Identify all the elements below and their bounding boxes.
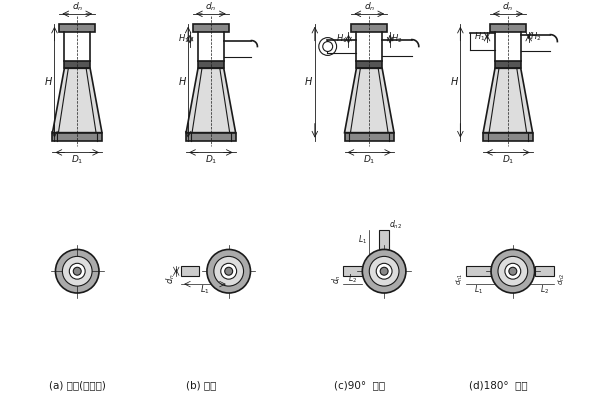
Circle shape xyxy=(207,250,250,293)
Text: $D_1$: $D_1$ xyxy=(363,153,375,165)
Circle shape xyxy=(55,250,99,293)
Bar xyxy=(343,266,362,276)
Bar xyxy=(193,24,229,32)
Circle shape xyxy=(362,250,406,293)
Text: $H_1$: $H_1$ xyxy=(178,33,190,45)
Text: $L_1$: $L_1$ xyxy=(200,284,210,296)
Text: $L_1$: $L_1$ xyxy=(358,233,367,246)
Polygon shape xyxy=(344,68,394,132)
Bar xyxy=(64,61,90,68)
Circle shape xyxy=(221,263,237,279)
Text: $H_1$: $H_1$ xyxy=(336,33,347,45)
Bar xyxy=(186,132,235,141)
Bar xyxy=(535,266,554,276)
Text: $H_2$: $H_2$ xyxy=(391,33,403,45)
Bar xyxy=(379,230,389,250)
Text: H: H xyxy=(45,77,52,87)
Bar xyxy=(490,24,526,32)
Text: $D_1$: $D_1$ xyxy=(71,153,83,165)
Text: $D_1$: $D_1$ xyxy=(204,153,217,165)
Circle shape xyxy=(73,267,81,275)
Circle shape xyxy=(380,267,388,275)
Circle shape xyxy=(63,256,92,286)
Polygon shape xyxy=(483,68,533,132)
Bar xyxy=(60,24,95,32)
Text: $L_2$: $L_2$ xyxy=(348,273,357,285)
Bar xyxy=(52,132,102,141)
Text: $d_n$: $d_n$ xyxy=(72,1,83,13)
Text: H: H xyxy=(451,77,458,87)
Bar xyxy=(181,266,199,276)
Circle shape xyxy=(376,263,392,279)
Circle shape xyxy=(491,250,535,293)
Circle shape xyxy=(69,263,85,279)
Text: (c)90°  四通: (c)90° 四通 xyxy=(334,380,385,390)
Text: $d_n$: $d_n$ xyxy=(330,274,343,284)
Text: $d_n$: $d_n$ xyxy=(164,274,176,285)
Text: H: H xyxy=(305,77,312,87)
Polygon shape xyxy=(52,68,102,132)
Text: $d_n$: $d_n$ xyxy=(364,1,375,13)
Circle shape xyxy=(323,42,333,51)
Text: $d_{n1}$: $d_{n1}$ xyxy=(455,273,465,285)
Text: $L_2$: $L_2$ xyxy=(540,284,549,296)
Polygon shape xyxy=(186,68,235,132)
Text: $L_1$: $L_1$ xyxy=(474,284,483,296)
Text: (d)180°  四通: (d)180° 四通 xyxy=(468,380,527,390)
Bar xyxy=(466,266,491,276)
Circle shape xyxy=(498,256,527,286)
Bar xyxy=(352,24,387,32)
Text: $H_1$: $H_1$ xyxy=(474,30,486,43)
Text: $D_1$: $D_1$ xyxy=(502,153,514,165)
Circle shape xyxy=(214,256,244,286)
Text: $d_n$: $d_n$ xyxy=(205,1,216,13)
Bar xyxy=(356,61,382,68)
Circle shape xyxy=(505,263,521,279)
Text: $d_{n2}$: $d_{n2}$ xyxy=(389,219,402,231)
Text: $H_2$: $H_2$ xyxy=(530,30,541,43)
Text: H: H xyxy=(178,77,186,87)
Circle shape xyxy=(225,267,232,275)
Bar xyxy=(483,132,533,141)
Circle shape xyxy=(370,256,399,286)
Bar xyxy=(344,132,394,141)
Text: (b) 三通: (b) 三通 xyxy=(186,380,216,390)
Circle shape xyxy=(509,267,517,275)
Text: $d_n$: $d_n$ xyxy=(502,1,514,13)
Bar xyxy=(198,61,224,68)
Bar xyxy=(495,61,521,68)
Text: (a) 直通(无分支): (a) 直通(无分支) xyxy=(49,380,105,390)
Text: $d_{n2}$: $d_{n2}$ xyxy=(557,273,567,285)
